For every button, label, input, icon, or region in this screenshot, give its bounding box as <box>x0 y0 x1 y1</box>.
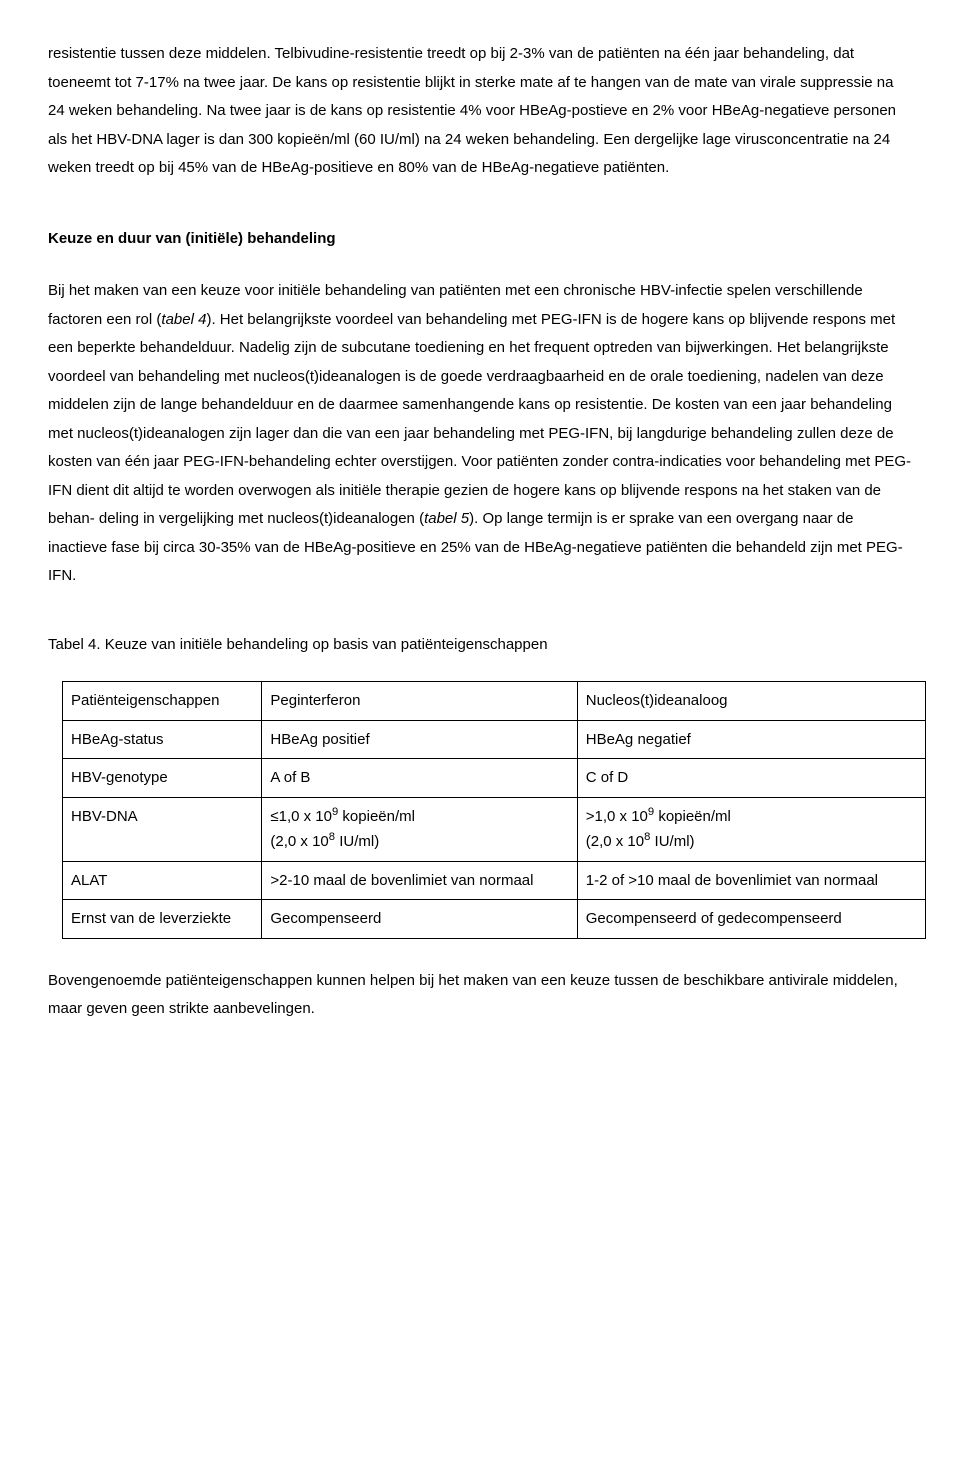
txt: kopieën/ml <box>338 808 415 825</box>
cell: HBeAg negatief <box>577 720 925 759</box>
table-row: Patiënteigenschappen Peginterferon Nucle… <box>63 682 926 721</box>
ref-tabel-5: tabel 5 <box>424 510 469 527</box>
table-row: Ernst van de leverziekte Gecompenseerd G… <box>63 900 926 939</box>
cell: HBeAg-status <box>63 720 262 759</box>
table-4: Patiënteigenschappen Peginterferon Nucle… <box>62 681 926 939</box>
cell: A of B <box>262 759 577 798</box>
txt: >1,0 x 10 <box>586 808 648 825</box>
cell: Ernst van de leverziekte <box>63 900 262 939</box>
cell: C of D <box>577 759 925 798</box>
cell: >2-10 maal de bovenlimiet van normaal <box>262 861 577 900</box>
cell: HBV-genotype <box>63 759 262 798</box>
txt: IU/ml) <box>335 833 379 850</box>
cell: >1,0 x 109 kopieën/ml (2,0 x 108 IU/ml) <box>577 797 925 861</box>
table-4-title: Tabel 4. Keuze van initiële behandeling … <box>48 631 912 660</box>
txt: ≤1,0 x 10 <box>270 808 332 825</box>
sup: 8 <box>644 831 650 843</box>
cell: Gecompenseerd of gedecompenseerd <box>577 900 925 939</box>
paragraph-resistentie: resistentie tussen deze middelen. Telbiv… <box>48 40 912 183</box>
table-row: HBV-genotype A of B C of D <box>63 759 926 798</box>
table-row: HBeAg-status HBeAg positief HBeAg negati… <box>63 720 926 759</box>
cell: 1-2 of >10 maal de bovenlimiet van norma… <box>577 861 925 900</box>
txt: (2,0 x 10 <box>270 833 328 850</box>
sup: 8 <box>329 831 335 843</box>
txt: kopieën/ml <box>654 808 731 825</box>
sup: 9 <box>332 806 338 818</box>
cell: Peginterferon <box>262 682 577 721</box>
cell: ≤1,0 x 109 kopieën/ml (2,0 x 108 IU/ml) <box>262 797 577 861</box>
cell: HBV-DNA <box>63 797 262 861</box>
paragraph-keuze: Bij het maken van een keuze voor initiël… <box>48 277 912 591</box>
table-row: HBV-DNA ≤1,0 x 109 kopieën/ml (2,0 x 108… <box>63 797 926 861</box>
cell: ALAT <box>63 861 262 900</box>
para2-mid: ). Het belangrijkste voordeel van behand… <box>48 311 911 528</box>
cell: Nucleos(t)ideanaloog <box>577 682 925 721</box>
cell: HBeAg positief <box>262 720 577 759</box>
txt: (2,0 x 10 <box>586 833 644 850</box>
heading-keuze: Keuze en duur van (initiële) behandeling <box>48 225 912 254</box>
table-row: ALAT >2-10 maal de bovenlimiet van norma… <box>63 861 926 900</box>
cell: Patiënteigenschappen <box>63 682 262 721</box>
txt: IU/ml) <box>650 833 694 850</box>
sup: 9 <box>648 806 654 818</box>
paragraph-footer: Bovengenoemde patiënteigenschappen kunne… <box>48 967 912 1024</box>
ref-tabel-4: tabel 4 <box>161 311 206 328</box>
cell: Gecompenseerd <box>262 900 577 939</box>
